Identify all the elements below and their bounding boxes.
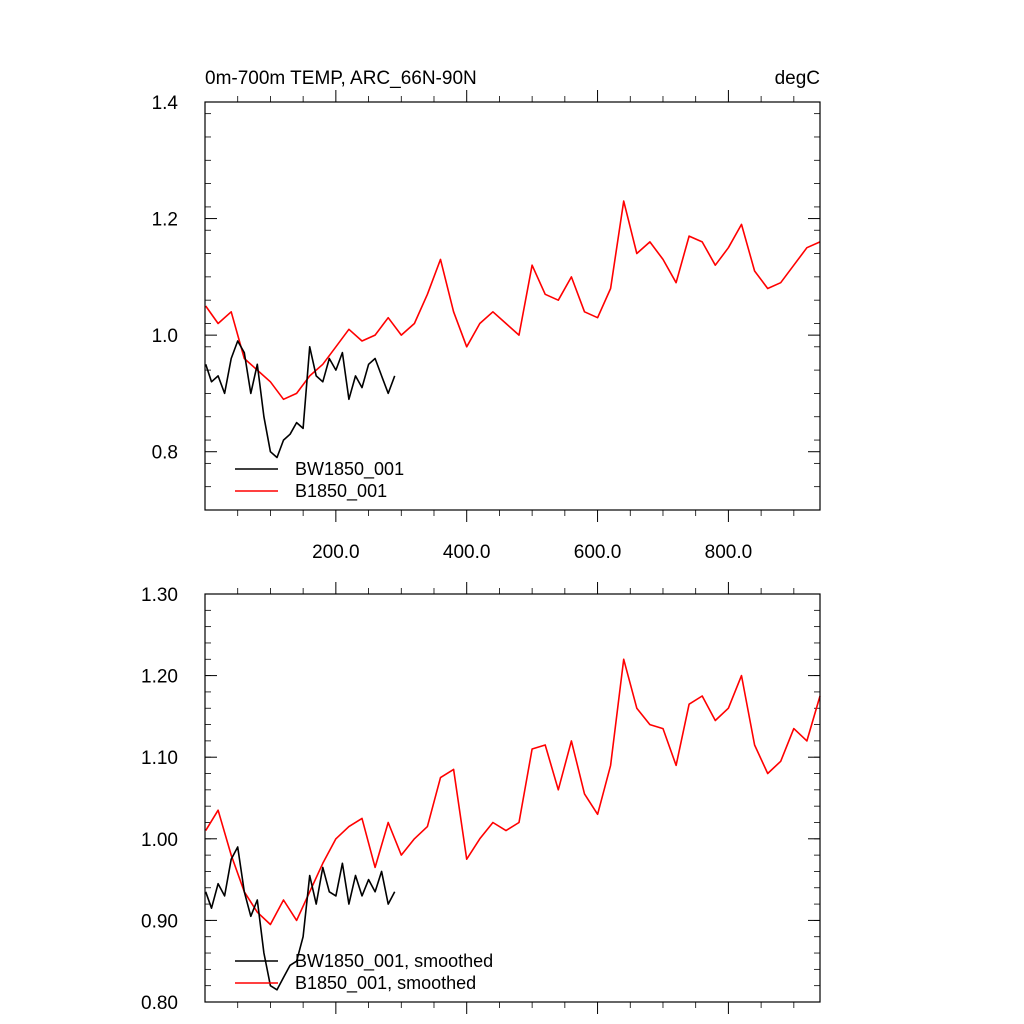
x-tick-label: 600.0 [574, 542, 622, 563]
series-line-bw1850-001 [204, 340, 396, 459]
y-tick-label: 0.90 [141, 911, 178, 932]
bottom-panel-series [204, 658, 821, 991]
legend-label-b1850-smoothed: B1850_001, smoothed [295, 973, 476, 994]
bottom-panel: 0.80 0.90 1.00 1.10 1.20 1.30 BW1850_001, smo… [141, 582, 821, 1014]
series-line-bw1850-001-smoothed [204, 846, 396, 991]
top-panel: 0m-700m TEMP, ARC_66N-90N degC 0.8 1.0 1.2… [152, 68, 821, 563]
series-line-b1850-001 [205, 200, 821, 401]
x-tick-label: 800.0 [705, 542, 753, 563]
y-tick-label: 1.30 [141, 585, 178, 606]
legend-label-bw1850-smoothed: BW1850_001, smoothed [295, 951, 493, 972]
y-tick-label: 1.4 [152, 93, 179, 114]
y-tick-label: 0.80 [141, 993, 178, 1014]
top-panel-frame [204, 101, 821, 511]
top-panel-ticks: 0.8 1.0 1.2 1.4 200.0 400.0 600.0 800.0 [152, 90, 820, 563]
bottom-panel-legend: BW1850_001, smoothed B1850_001, smoothed [235, 951, 493, 994]
y-tick-label: 1.00 [141, 830, 178, 851]
y-tick-label: 1.0 [152, 326, 178, 347]
bottom-panel-ticks: 0.80 0.90 1.00 1.10 1.20 1.30 [141, 582, 820, 1014]
bottom-panel-frame [204, 593, 821, 1003]
y-tick-label: 0.8 [152, 443, 178, 464]
legend-label-bw1850: BW1850_001 [295, 459, 404, 480]
legend-label-b1850: B1850_001 [295, 481, 387, 502]
top-panel-title: 0m-700m TEMP, ARC_66N-90N [205, 68, 477, 89]
top-panel-units: degC [775, 68, 820, 89]
series-line-b1850-001-smoothed [205, 658, 821, 926]
x-tick-label: 400.0 [443, 542, 491, 563]
x-tick-label: 200.0 [312, 542, 360, 563]
y-tick-label: 1.2 [152, 210, 178, 231]
top-panel-legend: BW1850_001 B1850_001 [235, 459, 404, 502]
y-tick-label: 1.20 [141, 667, 178, 688]
top-panel-series [204, 200, 821, 459]
y-tick-label: 1.10 [141, 748, 178, 769]
